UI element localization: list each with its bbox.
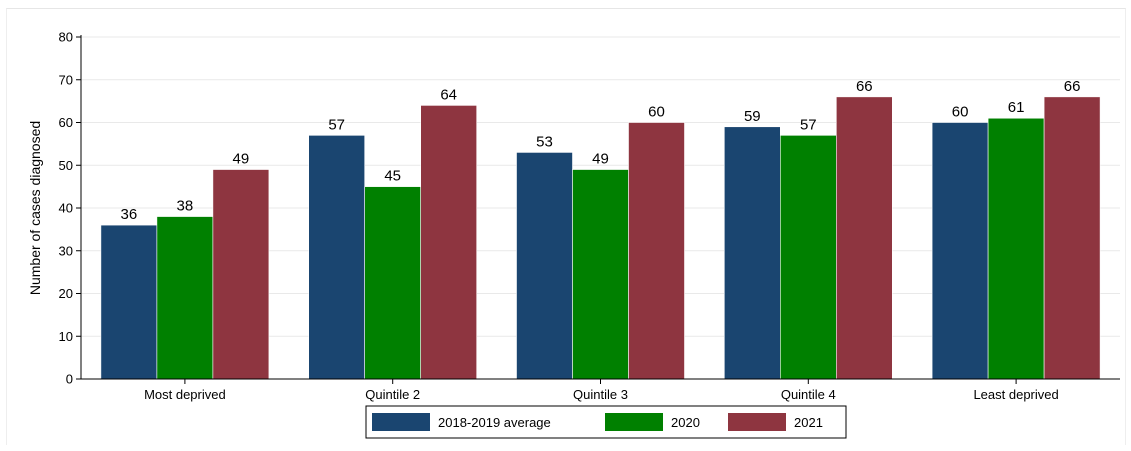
bar (723, 126, 781, 380)
bar (628, 122, 685, 380)
y-tick-label: 80 (59, 30, 73, 45)
x-tick-label: Most deprived (144, 387, 226, 402)
data-label: 59 (744, 108, 761, 125)
data-label: 36 (121, 206, 138, 223)
legend-label: 2021 (794, 415, 823, 430)
bar (308, 135, 366, 380)
data-label: 60 (648, 104, 665, 121)
legend: 2018-2019 average 2020 2021 (365, 405, 847, 439)
x-tick-label: Least deprived (973, 387, 1058, 402)
bar (156, 216, 214, 380)
legend-label: 2018-2019 average (438, 415, 551, 430)
bar (364, 186, 422, 380)
bar (572, 169, 629, 380)
bar (779, 135, 837, 380)
data-label: 57 (328, 116, 345, 133)
y-tick-label: 50 (59, 158, 73, 173)
legend-swatch (605, 413, 663, 431)
data-label: 66 (1064, 78, 1081, 95)
data-label: 57 (800, 116, 817, 133)
y-tick-label: 30 (59, 243, 73, 258)
data-label: 38 (177, 198, 194, 215)
legend-swatch (372, 413, 430, 431)
y-tick-label: 0 (66, 372, 73, 387)
y-tick-label: 20 (59, 286, 73, 301)
legend-swatch (728, 413, 786, 431)
axes: 0 10 20 30 40 50 60 70 80 Number of cases diagnos… (27, 30, 1120, 402)
bars (100, 96, 1101, 380)
chart-panel: 36 38 49 57 45 64 53 49 60 59 57 66 60 61 66 0 10 20 30 40… (6, 8, 1126, 445)
data-label: 61 (1008, 99, 1025, 116)
bar (835, 96, 893, 380)
x-tick-label: Quintile 4 (781, 387, 836, 402)
legend-label: 2020 (671, 415, 700, 430)
data-label: 49 (592, 151, 609, 168)
bar (516, 152, 573, 380)
bar (212, 169, 270, 380)
bar (987, 117, 1045, 380)
x-tick-label: Quintile 3 (573, 387, 628, 402)
y-tick-label: 70 (59, 72, 73, 87)
top-strip (0, 0, 1131, 8)
data-labels: 36 38 49 57 45 64 53 49 60 59 57 66 60 61 66 (121, 78, 1081, 223)
y-tick-label: 40 (59, 201, 73, 216)
data-label: 66 (856, 78, 873, 95)
x-tick-label: Quintile 2 (365, 387, 420, 402)
data-label: 53 (536, 133, 553, 150)
bar (931, 122, 989, 380)
y-tick-label: 60 (59, 115, 73, 130)
data-label: 64 (440, 86, 457, 103)
cropped-heading-fragment (0, 0, 60, 8)
bar (100, 224, 158, 380)
y-axis-title: Number of cases diagnosed (27, 121, 43, 295)
bar (1043, 96, 1101, 380)
data-label: 49 (233, 151, 250, 168)
data-label: 60 (952, 104, 969, 121)
y-tick-label: 10 (59, 329, 73, 344)
bar (420, 105, 478, 380)
data-label: 45 (384, 168, 401, 185)
bar-chart: 36 38 49 57 45 64 53 49 60 59 57 66 60 61 66 0 10 20 30 40… (27, 30, 1120, 439)
